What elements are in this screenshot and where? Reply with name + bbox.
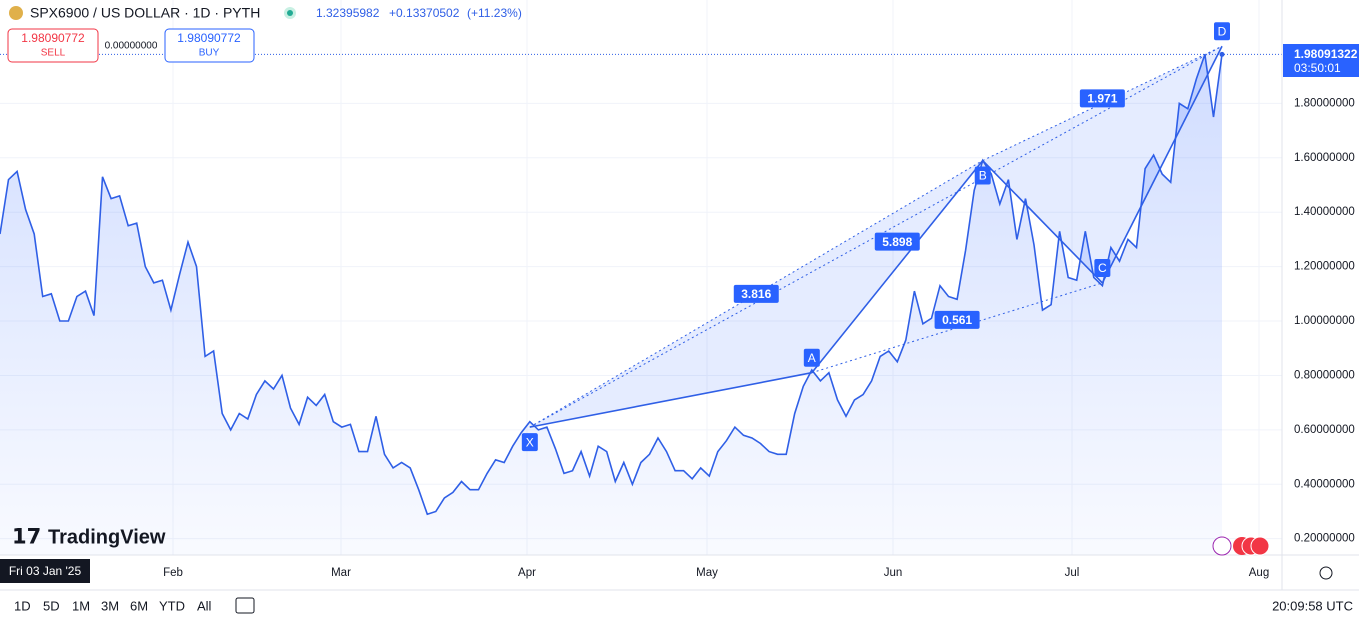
sell-price: 1.98090772 [21, 31, 85, 45]
pattern-line [982, 45, 1223, 161]
y-tick-label: 0.20000000 [1294, 533, 1355, 545]
range-button[interactable]: YTD [159, 598, 185, 613]
x-tick-label: Mar [331, 567, 351, 579]
pattern-line [811, 160, 984, 374]
x-tick-label: Feb [163, 567, 183, 579]
x-tick-label: Aug [1249, 567, 1269, 579]
y-tick-label: 1.20000000 [1294, 261, 1355, 273]
buy-label: BUY [199, 48, 220, 59]
y-tick-label: 0.80000000 [1294, 369, 1355, 381]
logo: 𝟭𝟳 [12, 526, 41, 549]
countdown: 03:50:01 [1294, 61, 1341, 75]
ratio-label-bg [874, 232, 920, 251]
sell-button[interactable] [7, 28, 99, 63]
ratio-label: 3.816 [741, 287, 771, 301]
last-point [1219, 51, 1225, 57]
spread: 0.00000000 [105, 41, 158, 52]
event-icon[interactable] [1250, 536, 1270, 556]
status-dot [287, 10, 293, 16]
price-line [0, 54, 1223, 516]
x-tick-label: May [696, 567, 718, 579]
y-tick-label: 1.00000000 [1294, 315, 1355, 327]
x-tick-label: Jul [1065, 567, 1080, 579]
settings-icon[interactable] [1319, 566, 1333, 580]
change-pct: (+11.23%) [467, 6, 522, 20]
range-button[interactable]: 1M [72, 598, 90, 613]
sell-label: SELL [41, 48, 66, 59]
buy-button[interactable] [164, 28, 255, 63]
price-label: 1.98091322 [1294, 47, 1358, 61]
y-tick-label: 1.40000000 [1294, 206, 1355, 218]
pattern-line [1101, 45, 1223, 284]
area-fill [0, 54, 1222, 556]
event-icon[interactable] [1212, 536, 1232, 556]
y-tick-label: 0.60000000 [1294, 424, 1355, 436]
pattern-point: C [1098, 261, 1107, 275]
logo-text: TradingView [48, 526, 166, 548]
pattern-point: D [1218, 24, 1227, 38]
range-button[interactable]: 1D [14, 598, 31, 613]
range-button[interactable]: 6M [130, 598, 148, 613]
buy-price: 1.98090772 [177, 31, 241, 45]
change: +0.13370502 [389, 6, 460, 20]
cursor-date-bg [0, 559, 90, 583]
ratio-label-bg [934, 310, 980, 329]
pattern-line [529, 371, 812, 428]
pattern-point: B [979, 169, 987, 183]
pattern-line [982, 159, 1103, 284]
pattern-point-bg [1214, 22, 1230, 41]
y-tick-label: 1.80000000 [1294, 97, 1355, 109]
ratio-label-bg [733, 284, 779, 303]
last-price: 1.32395982 [316, 6, 380, 20]
pattern-point-bg [1094, 258, 1111, 277]
x-tick-label: Apr [518, 567, 536, 579]
ratio-label-bg [1079, 89, 1125, 108]
range-button[interactable]: All [197, 598, 212, 613]
range-button[interactable]: 5D [43, 598, 60, 613]
ratio-label: 1.971 [1087, 92, 1117, 106]
ratio-label: 5.898 [882, 235, 912, 249]
cursor-date: Fri 03 Jan '25 [9, 564, 82, 578]
pattern-fill [982, 46, 1222, 283]
symbol-icon [9, 6, 23, 20]
pattern-point-bg [974, 166, 991, 185]
pattern-point-bg [803, 348, 820, 367]
pattern-point-bg [521, 433, 538, 452]
price-label-bg [1283, 44, 1359, 77]
pattern-point: A [808, 351, 816, 365]
x-tick-label: Jun [884, 567, 903, 579]
clock: 20:09:58 UTC [1272, 598, 1353, 613]
y-tick-label: 0.40000000 [1294, 478, 1355, 490]
y-tick-label: 1.60000000 [1294, 152, 1355, 164]
date-range-icon[interactable] [235, 597, 255, 614]
range-button[interactable]: 3M [101, 598, 119, 613]
pattern-point: X [526, 435, 534, 449]
symbol[interactable]: SPX6900 / US DOLLAR · 1D · PYTH [30, 5, 260, 21]
pattern-line [811, 282, 1103, 374]
ratio-label: 0.561 [942, 313, 972, 327]
